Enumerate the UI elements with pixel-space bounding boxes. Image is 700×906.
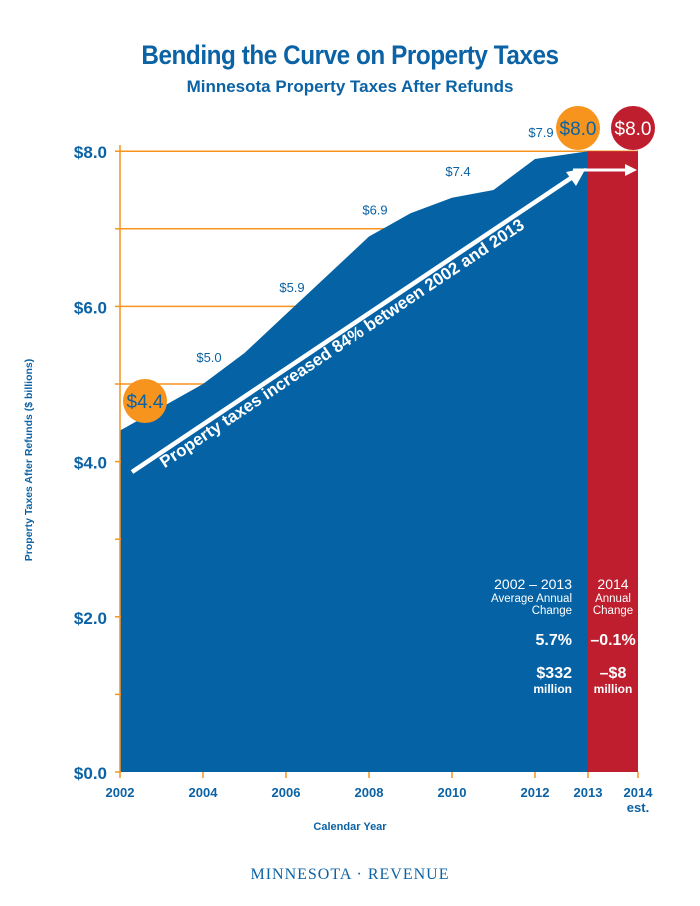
value-bubble: [611, 106, 655, 150]
x-tick-label: 2006: [272, 785, 301, 800]
value-bubble-label: $4.4: [127, 392, 164, 413]
summary-period-pct: 5.7%: [536, 632, 572, 649]
summary-period-amount: $332: [536, 665, 572, 682]
x-tick-label: 2002: [106, 785, 135, 800]
x-tick-sublabel: est.: [627, 800, 649, 815]
x-tick-label: 2013: [574, 785, 603, 800]
summary-period-sub: Change: [532, 605, 572, 617]
y-axis-title: Property Taxes After Refunds ($ billions…: [23, 359, 35, 561]
estimate-bar: [588, 151, 638, 772]
summary-est-sub: Change: [593, 605, 633, 617]
summary-period-sub: Average Annual: [491, 593, 572, 605]
y-tick-label: $8.0: [74, 143, 107, 162]
summary-est-pct: –0.1%: [590, 632, 635, 649]
x-tick-label: 2014: [624, 785, 654, 800]
summary-est-unit: million: [594, 682, 633, 696]
minnesota-revenue-logo: MINNESOTA · REVENUE: [250, 866, 450, 883]
growth-arrow-head: [566, 168, 586, 186]
value-bubble: [556, 106, 600, 150]
x-tick-label: 2004: [189, 785, 219, 800]
flat-arrow-head: [625, 164, 637, 176]
x-tick-label: 2008: [355, 785, 384, 800]
data-label: $7.9: [528, 125, 553, 140]
value-bubble: [123, 379, 167, 423]
area-series: [120, 151, 588, 772]
data-label: $6.9: [362, 203, 387, 218]
summary-period-unit: million: [533, 682, 572, 696]
data-label: $5.9: [279, 280, 304, 295]
page-title: Bending the Curve on Property Taxes: [141, 40, 559, 70]
data-label: $5.0: [196, 350, 221, 365]
y-tick-label: $4.0: [74, 454, 107, 473]
x-axis-title: Calendar Year: [313, 821, 387, 833]
summary-est-sub: Annual: [595, 593, 631, 605]
y-tick-label: $0.0: [74, 764, 107, 783]
data-label: $7.4: [445, 164, 470, 179]
x-tick-label: 2010: [438, 785, 467, 800]
value-bubble-label: $8.0: [615, 119, 652, 140]
x-tick-label: 2012: [521, 785, 550, 800]
page-subtitle: Minnesota Property Taxes After Refunds: [186, 77, 514, 96]
summary-est-title: 2014: [597, 576, 628, 592]
y-tick-label: $6.0: [74, 298, 107, 317]
summary-est-amount: –$8: [600, 665, 627, 682]
y-tick-label: $2.0: [74, 609, 107, 628]
value-bubble-label: $8.0: [560, 119, 597, 140]
growth-arrow-line: [130, 174, 576, 474]
summary-period-title: 2002 – 2013: [494, 576, 572, 592]
